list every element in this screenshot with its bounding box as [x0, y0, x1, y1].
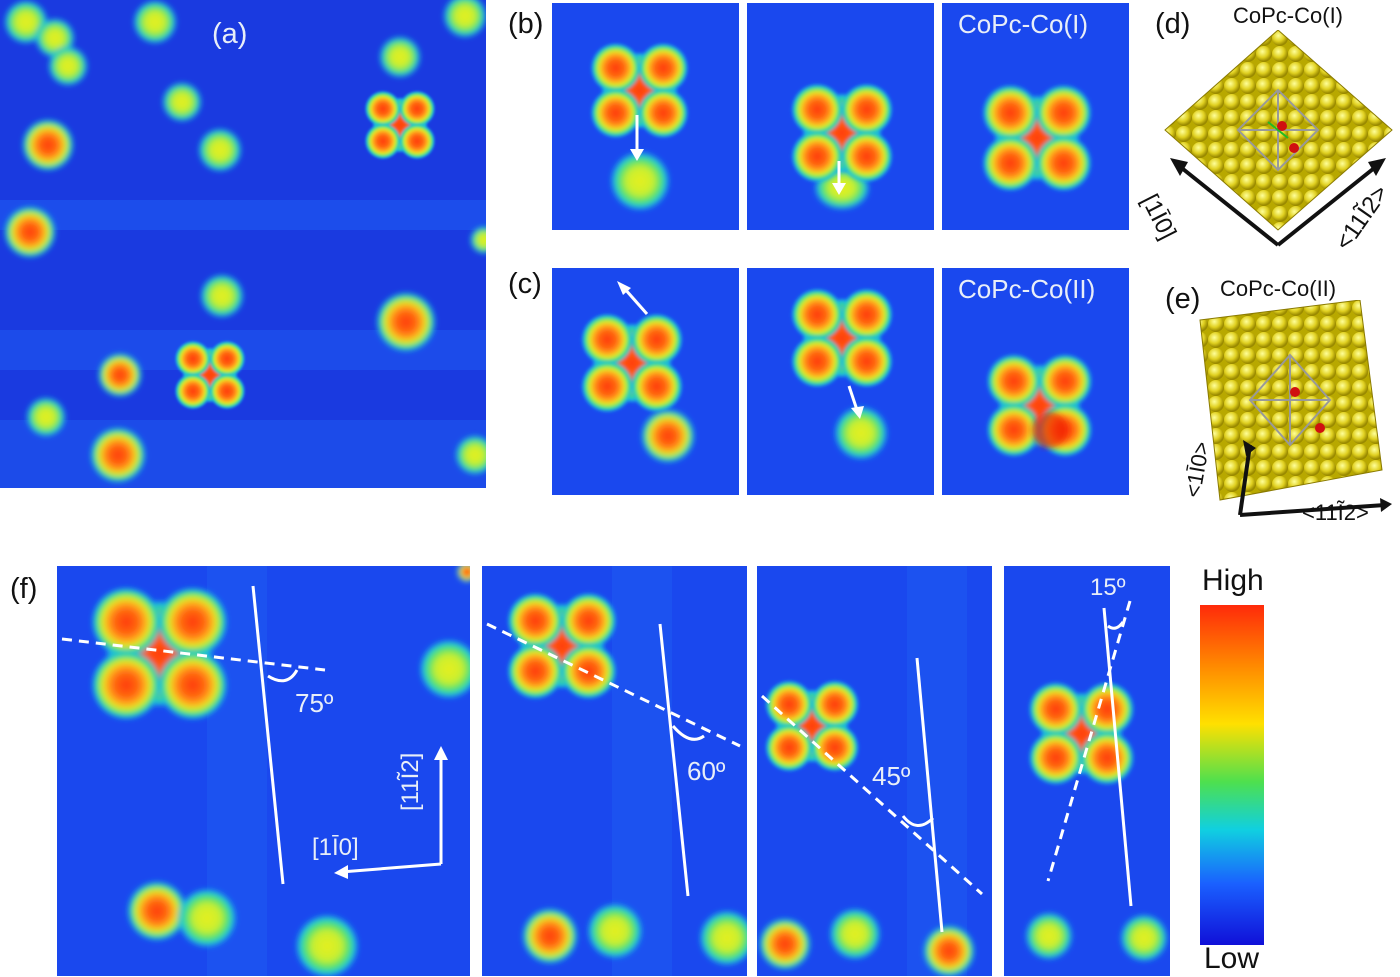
- panel-f2: 60º: [482, 566, 747, 976]
- panel-f3: 45º: [757, 566, 992, 976]
- f-axis-vertical: [11Ĩ2]: [397, 752, 424, 811]
- model-d-diagram: [1164, 30, 1393, 247]
- label-a: (a): [212, 18, 248, 50]
- f4-angle: 15º: [1090, 574, 1126, 601]
- panel-c1: [552, 268, 739, 495]
- molecule-a-1: [365, 91, 435, 159]
- panel-a-svg: [0, 0, 486, 488]
- label-c: (c): [508, 268, 542, 300]
- f2-angle: 60º: [687, 756, 726, 786]
- f3-angle: 45º: [872, 761, 911, 791]
- panel-b3: CoPc-Co(I): [942, 3, 1129, 230]
- row-b-title: CoPc-Co(I): [958, 9, 1089, 39]
- panel-f1: 75º [1Ī0] [11Ĩ2]: [57, 566, 470, 976]
- colorbar-high-label: High: [1202, 564, 1264, 597]
- row-c-title: CoPc-Co(II): [958, 274, 1096, 304]
- label-e: (e): [1165, 283, 1201, 315]
- panel-c3: CoPc-Co(II): [942, 268, 1129, 495]
- model-e-title: CoPc-Co(II): [1220, 276, 1337, 301]
- label-d: (d): [1155, 8, 1191, 40]
- f-axis-horizontal: [1Ī0]: [312, 834, 359, 861]
- label-f: (f): [10, 573, 38, 605]
- model-e-axis-right: <11Ĩ2>: [1302, 500, 1369, 525]
- f1-angle: 75º: [295, 688, 334, 718]
- label-b: (b): [508, 8, 544, 40]
- panel-a-image: (a): [0, 0, 486, 488]
- panel-b2: [747, 3, 934, 230]
- molecule-a-2: [175, 341, 245, 409]
- colorbar: [1200, 605, 1264, 945]
- panel-c2: [747, 268, 934, 495]
- model-e-diagram: [1199, 300, 1392, 517]
- panel-b1: [552, 3, 739, 230]
- panel-f4: 15º: [1004, 566, 1170, 976]
- colorbar-low-label: Low: [1204, 942, 1260, 975]
- model-d-title: CoPc-Co(I): [1233, 3, 1344, 28]
